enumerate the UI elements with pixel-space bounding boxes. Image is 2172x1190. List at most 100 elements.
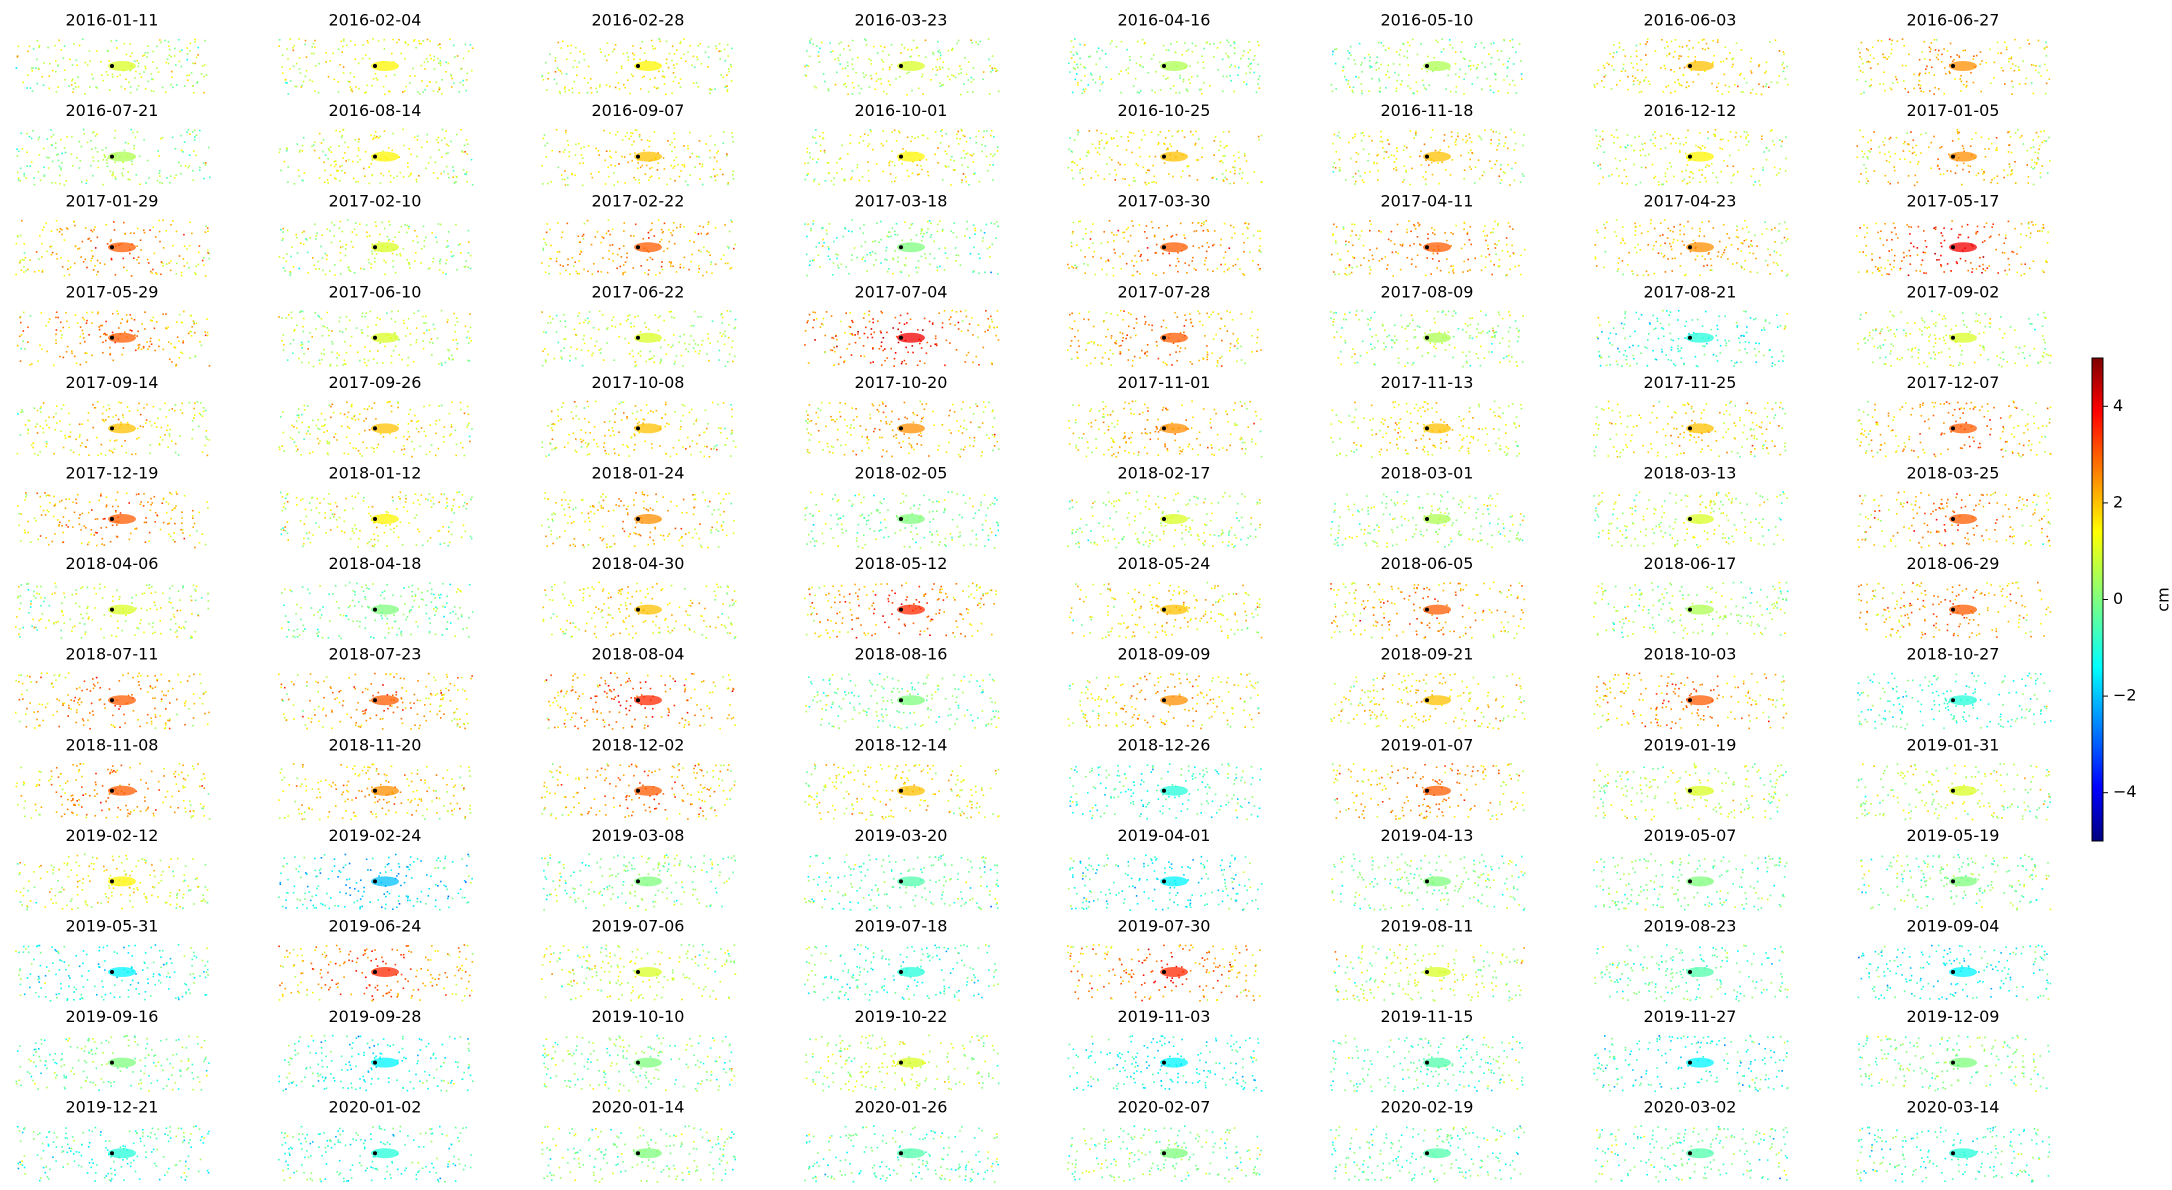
scatter-texture bbox=[1899, 267, 1902, 270]
scatter-texture bbox=[1393, 243, 1396, 245]
scatter-texture bbox=[575, 143, 577, 146]
scatter-texture bbox=[1622, 49, 1625, 51]
scatter-texture bbox=[1079, 158, 1081, 160]
scatter-texture bbox=[315, 238, 317, 240]
scatter-texture bbox=[54, 182, 57, 184]
scatter-texture bbox=[1499, 168, 1502, 170]
scatter-texture bbox=[1169, 143, 1171, 145]
scatter-texture bbox=[15, 273, 17, 276]
scatter-texture bbox=[929, 236, 932, 238]
scatter-texture bbox=[181, 49, 183, 51]
scatter-texture bbox=[1393, 161, 1396, 163]
scatter-texture bbox=[1221, 173, 1224, 175]
scatter-texture bbox=[661, 261, 663, 263]
scatter-texture bbox=[357, 147, 360, 149]
scatter-texture bbox=[1774, 241, 1776, 243]
scatter-texture bbox=[544, 271, 547, 274]
scatter-texture bbox=[1677, 79, 1679, 81]
scatter-texture bbox=[1951, 140, 1954, 142]
scatter-texture bbox=[336, 169, 338, 172]
scatter-texture bbox=[982, 71, 985, 73]
scatter-texture bbox=[1162, 272, 1165, 274]
center-displacement bbox=[1160, 61, 1188, 71]
scatter-texture bbox=[804, 162, 806, 165]
scatter-texture bbox=[1652, 133, 1654, 136]
scatter-texture bbox=[726, 153, 728, 155]
scatter-texture bbox=[679, 226, 682, 228]
panel: 2017-03-18 bbox=[804, 192, 1000, 277]
scatter-texture bbox=[1087, 150, 1090, 152]
scatter-texture bbox=[1154, 91, 1156, 94]
scatter-texture bbox=[2026, 164, 2028, 166]
scatter-texture bbox=[1660, 244, 1662, 247]
scatter-texture bbox=[715, 45, 717, 47]
scatter-texture bbox=[1469, 60, 1471, 62]
scatter-texture bbox=[1470, 168, 1473, 170]
scatter-texture bbox=[465, 260, 467, 262]
scatter-texture bbox=[1632, 80, 1635, 82]
scatter-texture bbox=[978, 130, 980, 132]
scatter-texture bbox=[422, 40, 424, 42]
scatter-texture bbox=[110, 258, 113, 261]
scatter-texture bbox=[418, 40, 420, 42]
scatter-texture bbox=[180, 271, 183, 274]
scatter-texture bbox=[32, 130, 34, 132]
scatter-texture bbox=[961, 129, 963, 132]
scatter-texture bbox=[147, 80, 150, 83]
scatter-texture bbox=[413, 39, 416, 41]
scatter-texture bbox=[1395, 158, 1398, 160]
scatter-texture bbox=[296, 252, 299, 254]
scatter-texture bbox=[427, 60, 429, 63]
scatter-texture bbox=[603, 129, 605, 132]
scatter-texture bbox=[1670, 142, 1672, 145]
scatter-texture bbox=[844, 67, 847, 69]
scatter-texture bbox=[1905, 255, 1908, 257]
scatter-texture bbox=[1120, 91, 1122, 94]
scatter-texture bbox=[1194, 142, 1197, 145]
scatter-texture bbox=[805, 64, 808, 67]
scatter-texture bbox=[1938, 259, 1940, 261]
scatter-texture bbox=[1688, 39, 1691, 42]
scatter-texture bbox=[368, 182, 371, 185]
scatter-texture bbox=[188, 165, 191, 167]
scatter-texture bbox=[1982, 256, 1985, 258]
scatter-texture bbox=[469, 313, 471, 315]
scatter-texture bbox=[1331, 90, 1334, 93]
scatter-texture bbox=[1120, 267, 1122, 270]
scatter-texture bbox=[1866, 226, 1869, 229]
scatter-texture bbox=[1501, 249, 1504, 252]
scatter-texture bbox=[1701, 39, 1703, 41]
scatter-texture bbox=[1888, 273, 1890, 276]
scatter-texture bbox=[1380, 42, 1383, 44]
scatter-texture bbox=[938, 49, 941, 52]
scatter-texture bbox=[1918, 84, 1920, 86]
scatter-texture bbox=[122, 257, 125, 260]
scatter-texture bbox=[359, 223, 361, 225]
scatter-texture bbox=[1883, 144, 1886, 146]
scatter-texture bbox=[1619, 159, 1621, 162]
scatter-texture bbox=[1100, 83, 1103, 86]
scatter-texture bbox=[910, 140, 912, 143]
scatter-texture bbox=[435, 81, 438, 84]
scatter-texture bbox=[1073, 61, 1076, 63]
scatter-texture bbox=[1343, 76, 1346, 78]
scatter-texture bbox=[1370, 223, 1372, 226]
scatter-texture bbox=[161, 262, 164, 265]
scatter-texture bbox=[1769, 130, 1772, 132]
scatter-texture bbox=[1865, 245, 1867, 247]
scatter-texture bbox=[2032, 260, 2035, 262]
scatter-texture bbox=[1475, 68, 1478, 70]
scatter-texture bbox=[1981, 168, 1983, 171]
scatter-texture bbox=[2031, 159, 2033, 161]
scatter-texture bbox=[1077, 66, 1079, 69]
scatter-texture bbox=[182, 341, 184, 344]
scatter-texture bbox=[880, 238, 882, 241]
scatter-texture bbox=[2010, 151, 2013, 154]
scatter-texture bbox=[382, 174, 385, 177]
scatter-texture bbox=[1939, 173, 1942, 176]
scatter-texture bbox=[558, 250, 561, 253]
scatter-texture bbox=[441, 156, 443, 158]
scatter-texture bbox=[1097, 47, 1100, 49]
scatter-texture bbox=[1198, 138, 1200, 140]
scatter-texture bbox=[2032, 168, 2035, 170]
